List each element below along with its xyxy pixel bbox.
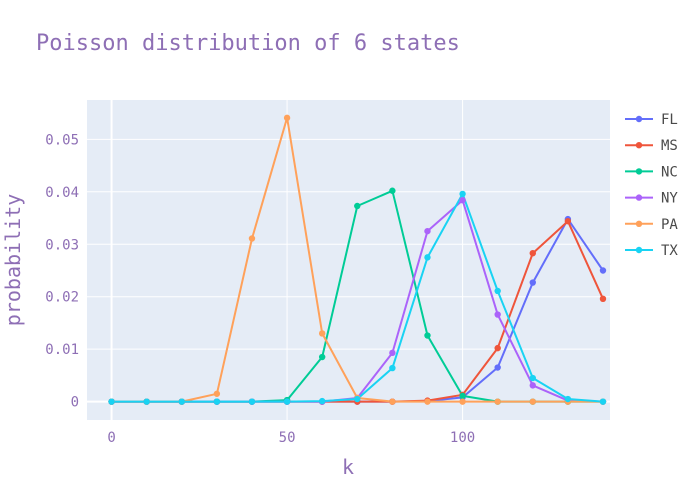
plot-area xyxy=(87,100,610,420)
data-point-tx xyxy=(389,364,396,372)
y-tick-label: 0.05 xyxy=(45,132,79,148)
data-point-pa xyxy=(494,398,501,405)
x-axis-ticks: 0 50 100 xyxy=(107,430,475,446)
data-point-pa xyxy=(213,390,221,397)
data-point-fl xyxy=(494,364,501,371)
data-point-tx xyxy=(108,398,115,405)
legend-label: TX xyxy=(661,243,678,259)
data-point-tx xyxy=(599,398,607,405)
data-point-pa xyxy=(389,398,396,405)
data-point-nc xyxy=(389,187,396,194)
y-tick-label: 0 xyxy=(71,395,79,411)
data-point-tx xyxy=(424,254,431,261)
x-tick-label: 0 xyxy=(107,430,115,446)
data-point-pa xyxy=(283,114,291,122)
legend-swatch-marker xyxy=(635,142,643,149)
legend-label: MS xyxy=(661,138,678,154)
legend-label: FL xyxy=(661,112,678,128)
data-point-tx xyxy=(564,395,572,403)
y-tick-label: 0.01 xyxy=(45,342,79,358)
data-point-tx xyxy=(354,395,361,403)
data-point-nc xyxy=(354,202,361,210)
data-point-ny xyxy=(459,196,466,204)
data-point-nc xyxy=(318,353,326,361)
y-axis-title: probability xyxy=(1,194,25,326)
y-axis-ticks: 0 0.01 0.02 0.03 0.04 0.05 xyxy=(45,132,79,410)
legend-item-ms[interactable]: MS xyxy=(625,138,678,154)
data-point-tx xyxy=(459,190,466,198)
data-point-pa xyxy=(529,398,536,405)
legend: FL MS NC NY PA TX xyxy=(625,112,678,259)
data-point-pa xyxy=(318,330,326,337)
data-point-pa xyxy=(248,235,256,242)
data-point-tx xyxy=(178,398,185,405)
x-tick-label: 100 xyxy=(450,430,475,446)
data-point-tx xyxy=(283,398,291,405)
data-point-nc xyxy=(424,332,431,339)
data-point-ms xyxy=(564,217,572,225)
legend-label: NY xyxy=(661,191,678,207)
data-point-ms xyxy=(494,344,501,352)
data-point-ny xyxy=(494,311,501,318)
legend-swatch-marker xyxy=(635,220,643,227)
legend-swatch-marker xyxy=(635,246,643,254)
x-axis-title: k xyxy=(342,455,354,479)
data-point-ny xyxy=(424,227,431,235)
data-point-ms xyxy=(599,295,607,303)
data-point-tx xyxy=(248,398,256,405)
data-point-ms xyxy=(529,249,536,257)
data-point-nc xyxy=(459,392,466,400)
data-point-pa xyxy=(424,398,431,405)
chart-title: Poisson distribution of 6 states xyxy=(36,31,460,56)
data-point-fl xyxy=(529,279,536,286)
legend-swatch-marker xyxy=(635,115,643,123)
y-tick-label: 0.04 xyxy=(45,185,79,201)
data-point-pa xyxy=(459,398,466,405)
data-point-ny xyxy=(389,349,396,357)
legend-swatch-marker xyxy=(635,194,643,201)
y-tick-label: 0.02 xyxy=(45,290,79,306)
legend-item-nc[interactable]: NC xyxy=(625,164,678,180)
data-point-ny xyxy=(529,382,536,389)
y-tick-label: 0.03 xyxy=(45,237,79,253)
series-points xyxy=(108,114,607,405)
legend-item-tx[interactable]: TX xyxy=(625,243,678,259)
data-point-tx xyxy=(494,287,501,295)
legend-label: PA xyxy=(661,217,678,233)
data-point-fl xyxy=(599,267,607,274)
legend-item-pa[interactable]: PA xyxy=(625,217,678,233)
legend-item-ny[interactable]: NY xyxy=(625,191,678,207)
data-point-tx xyxy=(529,374,536,382)
x-tick-label: 50 xyxy=(279,430,296,446)
data-point-tx xyxy=(318,397,326,405)
legend-item-fl[interactable]: FL xyxy=(625,112,678,128)
data-point-tx xyxy=(143,398,150,405)
data-point-tx xyxy=(213,398,221,405)
legend-label: NC xyxy=(661,164,678,180)
legend-swatch-marker xyxy=(635,168,643,175)
